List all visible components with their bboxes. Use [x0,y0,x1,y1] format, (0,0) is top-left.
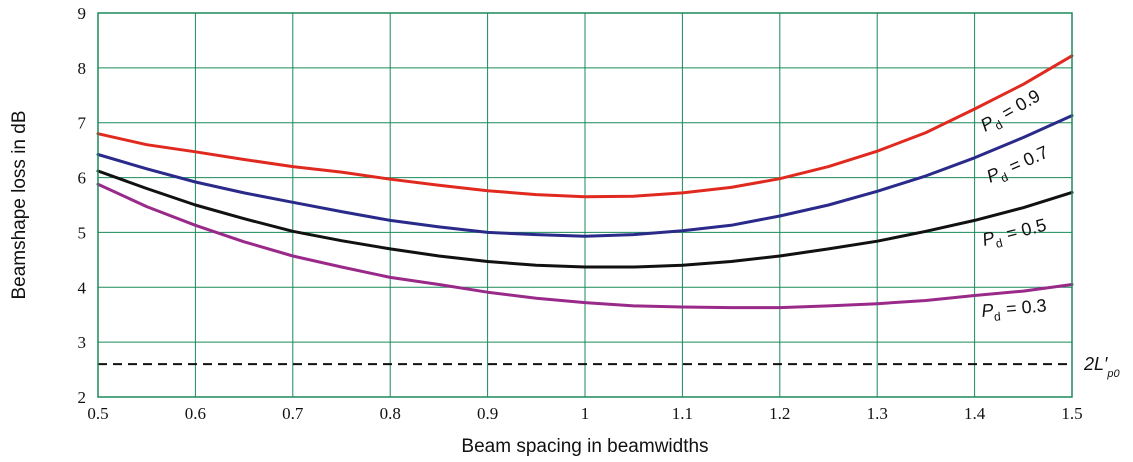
x-tick-label: 1.2 [769,404,790,423]
x-tick-labels: 0.5 0.6 0.7 0.8 0.9 1 1.1 1.2 1.3 1.4 1.5 [87,404,1082,423]
x-tick-label: 1.4 [964,404,986,423]
y-tick-label: 7 [78,114,87,133]
y-axis-label: Beamshape loss in dB [9,110,30,299]
y-tick-label: 8 [78,59,87,78]
series-lines [96,54,1074,310]
x-tick-label: 1.1 [672,404,693,423]
x-tick-label: 1.3 [867,404,888,423]
series-label-value: = 0.5 [1004,215,1048,244]
x-tick-label: 1 [581,404,590,423]
y-tick-label: 4 [78,278,87,297]
x-tick-label: 0.7 [282,404,304,423]
series-label-2: Pd= 0.5 [980,215,1049,254]
series-label-sub: d [999,170,1011,186]
series-label-main: P [980,228,996,250]
y-tick-label: 5 [78,223,87,242]
series-label-value: = 0.9 [998,86,1043,124]
series-line-1 [96,114,1074,238]
series-label-sub: d [993,309,1001,324]
x-tick-label: 0.8 [380,404,401,423]
series-line-3 [96,182,1074,310]
x-tick-label: 0.6 [185,404,206,423]
series-line-2 [96,169,1074,269]
reference-label-sub: p0 [1106,368,1120,380]
x-tick-label: 1.5 [1061,404,1082,423]
y-tick-label: 9 [78,4,87,23]
reference-line-group: 2L′p0 [98,354,1121,380]
series-label-3: Pd = 0.3 [981,295,1048,325]
reference-line-label: 2L′p0 [1083,354,1121,380]
x-tick-label: 0.9 [477,404,498,423]
series-label-sub: d [994,236,1004,251]
series-label-value: = 0.3 [1005,295,1047,318]
reference-label-main: 2L′ [1083,354,1108,374]
x-axis-label: Beam spacing in beamwidths [461,436,708,457]
y-tick-label: 6 [78,169,87,188]
y-tick-label: 3 [78,333,87,352]
x-tick-label: 0.5 [87,404,108,423]
series-label-main: P [981,300,995,321]
y-tick-label: 2 [78,388,87,407]
y-tick-labels: 2 3 4 5 6 7 8 9 [78,4,87,407]
series-label-value: = 0.7 [1006,142,1051,177]
series-line-0 [96,54,1074,199]
plot-frame [97,12,1073,398]
grid [97,12,1073,398]
